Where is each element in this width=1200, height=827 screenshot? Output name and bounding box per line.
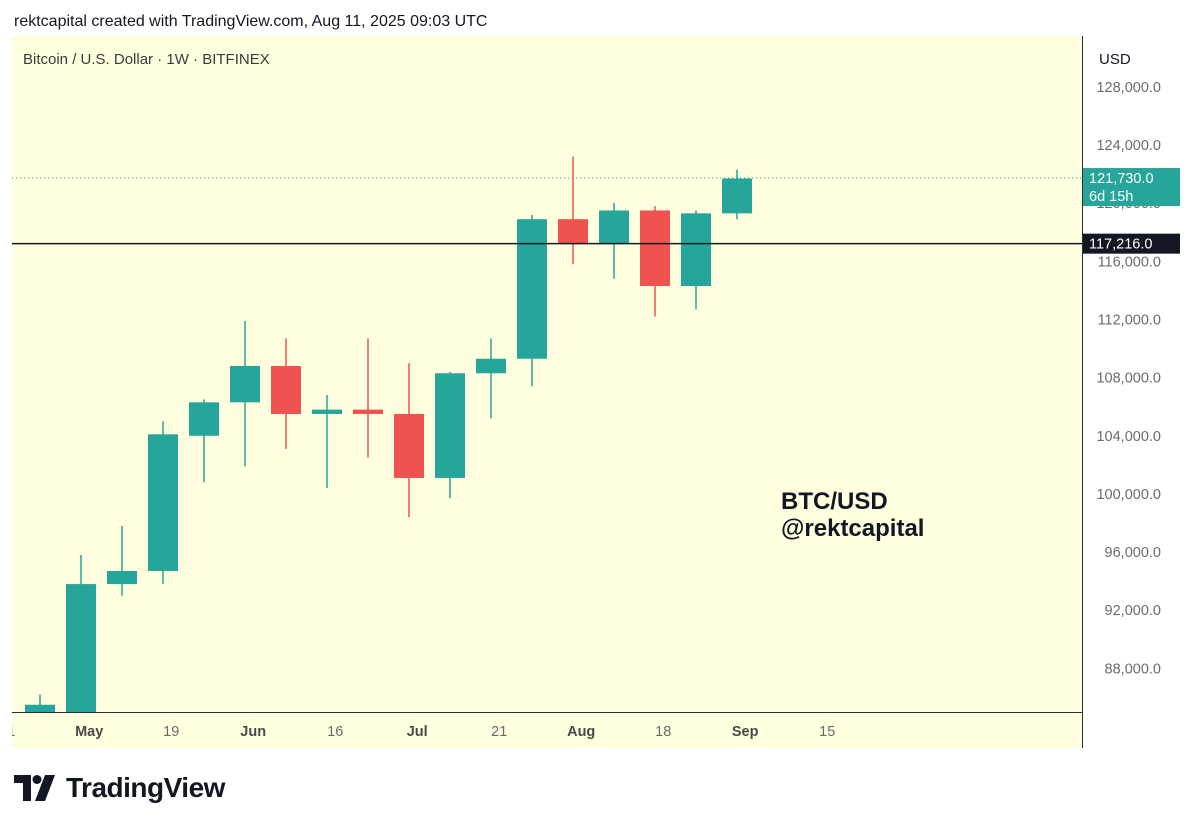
tradingview-logo-icon [14, 775, 55, 801]
x-tick-label: 18 [655, 724, 671, 740]
y-axis: 88,000.0 92,000.0 96,000.0 100,000.0 104,000… [1096, 80, 1161, 678]
x-tick-label: Jul [407, 724, 428, 740]
x-tick-label: Aug [567, 724, 595, 740]
y-tick-label: 96,000.0 [1105, 545, 1161, 561]
candles [25, 156, 752, 712]
candle-body-bull [148, 434, 178, 571]
currency-label[interactable]: USD [1099, 51, 1131, 68]
y-tick-label: 92,000.0 [1105, 603, 1161, 619]
currency-box[interactable] [1087, 42, 1179, 75]
x-tick-label: May [75, 724, 103, 740]
candle-body-bull [517, 219, 547, 359]
candle-body-bull [476, 358, 506, 374]
candle-body-bull [435, 373, 465, 478]
y-tick-label: 112,000.0 [1098, 312, 1161, 328]
x-axis-background [12, 712, 1082, 748]
annotation-line-1: BTC/USD [781, 488, 888, 515]
attribution-header: rektcapital created with TradingView.com… [14, 13, 487, 31]
chart-container[interactable]: 88,000.0 92,000.0 96,000.0 100,000.0 104,000… [12, 36, 1188, 748]
y-tick-label: 116,000.0 [1098, 254, 1161, 270]
candle-body-bear [353, 409, 383, 414]
x-tick-label: 15 [819, 724, 835, 740]
x-tick-label: 21 [12, 724, 15, 740]
level-price-label: 117,216.0 [1089, 237, 1152, 253]
candle-body-bull [312, 409, 342, 414]
candle-body-bull [230, 366, 260, 403]
y-tick-label: 128,000.0 [1096, 80, 1161, 96]
x-tick-label: Jun [240, 724, 266, 740]
y-axis-background [1083, 36, 1188, 748]
candle-body-bull [189, 402, 219, 436]
candle-body-bull [681, 213, 711, 287]
tradingview-logo[interactable]: TradingView [14, 772, 225, 804]
x-tick-label: 16 [327, 724, 343, 740]
x-tick-label: 21 [491, 724, 507, 740]
last-price-label: 121,730.0 [1089, 171, 1154, 187]
candle-body-bull [107, 570, 137, 585]
candle-body-bear [640, 210, 670, 287]
candle-body-bear [558, 219, 588, 244]
y-tick-label: 104,000.0 [1096, 429, 1161, 445]
x-tick-label: 19 [163, 724, 179, 740]
y-tick-label: 124,000.0 [1096, 138, 1161, 154]
level-price-tag [1083, 233, 1180, 254]
candle-body-bear [271, 366, 301, 414]
y-tick-label: 108,000.0 [1096, 371, 1161, 387]
countdown-label: 6d 15h [1089, 189, 1133, 205]
attribution-text: rektcapital created with TradingView.com… [14, 13, 488, 30]
chart-title: Bitcoin / U.S. Dollar · 1W · BITFINEX [23, 51, 270, 68]
candle-body-bull [599, 210, 629, 244]
annotation-line-2: @rektcapital [781, 515, 924, 542]
x-tick-label: Sep [732, 724, 759, 740]
candle-body-bear [394, 413, 424, 478]
y-tick-label: 88,000.0 [1105, 661, 1161, 677]
candle-body-bull [722, 178, 752, 214]
candlestick-chart[interactable]: 88,000.0 92,000.0 96,000.0 100,000.0 104,000… [12, 36, 1188, 748]
candle-body-bull [66, 584, 96, 712]
last-price-tag [1083, 168, 1180, 207]
tradingview-logo-text: TradingView [66, 772, 225, 803]
plot-background [12, 36, 1082, 712]
y-tick-label: 100,000.0 [1096, 487, 1161, 503]
x-axis: Apr21May19Jun16Jul21Aug18Sep15 [12, 724, 835, 740]
price-lines: 117,216.0 121,730.0 6d 15h [12, 168, 1180, 254]
candle-body-bull [25, 704, 55, 712]
